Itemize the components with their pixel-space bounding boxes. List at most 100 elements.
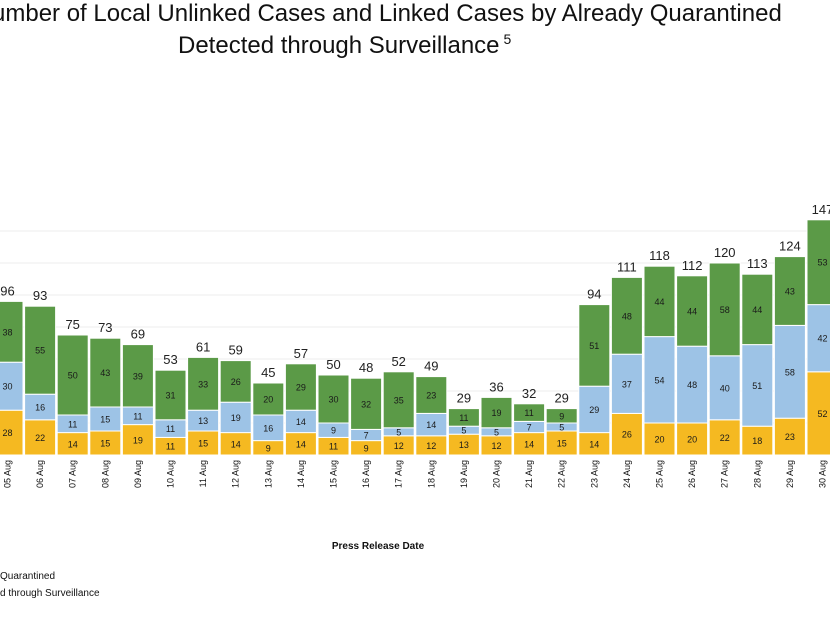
- bar-segment-surveillance: [643, 265, 676, 338]
- segment-value-label: 14: [231, 439, 241, 449]
- segment-value-label: 58: [785, 367, 795, 377]
- segment-value-label: 5: [494, 427, 499, 437]
- bar-total-label: 49: [424, 359, 438, 374]
- bar-total-label: 53: [163, 352, 177, 367]
- bar-total-label: 61: [196, 339, 210, 354]
- x-tick-label: 07 Aug: [68, 460, 78, 488]
- x-tick-label: 26 Aug: [687, 460, 697, 488]
- bar-segment-surveillance: [741, 273, 774, 346]
- bar-total-label: 52: [391, 354, 405, 369]
- segment-value-label: 12: [394, 441, 404, 451]
- segment-value-label: 20: [687, 435, 697, 445]
- bar-total-label: 120: [714, 245, 736, 260]
- segment-value-label: 5: [559, 423, 564, 433]
- x-tick-label: 20 Aug: [492, 460, 502, 488]
- segment-value-label: 14: [426, 420, 436, 430]
- segment-value-label: 43: [785, 287, 795, 297]
- segment-value-label: 15: [100, 439, 110, 449]
- x-tick-label: 12 Aug: [231, 460, 241, 488]
- bar-segment-linked: [252, 414, 285, 442]
- x-tick-label: 19 Aug: [459, 460, 469, 488]
- segment-value-label: 9: [559, 411, 564, 421]
- segment-value-label: 11: [68, 419, 77, 429]
- segment-value-label: 22: [720, 433, 730, 443]
- segment-value-label: 15: [557, 439, 567, 449]
- bar-segment-surveillance: [317, 374, 350, 424]
- bar-segment-surveillance: [24, 305, 57, 395]
- bar-segment-surveillance: [447, 408, 480, 427]
- bar-segment-quarantined: [643, 422, 676, 456]
- x-tick-label: 25 Aug: [655, 460, 665, 488]
- segment-value-label: 12: [491, 441, 501, 451]
- bar-segment-surveillance: [610, 276, 643, 355]
- bar-segment-quarantined: [24, 419, 57, 456]
- bar-segment-surveillance: [219, 360, 252, 403]
- x-tick-label: 11 Aug: [198, 460, 208, 487]
- segment-value-label: 19: [491, 408, 501, 418]
- x-tick-label: 28 Aug: [752, 460, 762, 488]
- x-tick-label: 16 Aug: [361, 460, 371, 488]
- segment-value-label: 28: [2, 428, 12, 438]
- x-tick-label: 30 Aug: [818, 460, 828, 488]
- segment-value-label: 31: [165, 391, 175, 401]
- segment-value-label: 37: [622, 379, 632, 389]
- bars: 2830389622165593141150751515437319113969…: [0, 202, 830, 456]
- segment-value-label: 7: [364, 431, 369, 441]
- bar-segment-surveillance: [89, 337, 122, 408]
- segment-value-label: 13: [198, 416, 208, 426]
- x-tick-label: 08 Aug: [100, 460, 110, 488]
- bar-segment-surveillance: [773, 256, 806, 326]
- segment-value-label: 42: [817, 334, 827, 344]
- bar-total-label: 69: [131, 327, 145, 342]
- bar-total-label: 57: [294, 346, 308, 361]
- bar-total-label: 147: [812, 202, 830, 217]
- legend-label-surveillance: d through Surveillance: [0, 588, 100, 599]
- segment-value-label: 13: [459, 440, 469, 450]
- segment-value-label: 9: [266, 443, 271, 453]
- bar-segment-linked: [676, 345, 709, 424]
- x-tick-label: 06 Aug: [35, 460, 45, 488]
- segment-value-label: 20: [654, 435, 664, 445]
- bar-segment-linked: [741, 344, 774, 427]
- segment-value-label: 11: [329, 442, 338, 452]
- segment-value-label: 9: [364, 443, 369, 453]
- segment-value-label: 11: [524, 408, 533, 418]
- segment-value-label: 48: [687, 380, 697, 390]
- segment-value-label: 51: [589, 341, 599, 351]
- bar-segment-surveillance: [284, 363, 317, 411]
- segment-value-label: 11: [166, 424, 175, 434]
- segment-value-label: 14: [68, 439, 78, 449]
- bar-segment-surveillance: [382, 371, 415, 429]
- bar-segment-quarantined: [121, 424, 154, 456]
- bar-segment-linked: [643, 336, 676, 424]
- segment-value-label: 9: [331, 426, 336, 436]
- bar-total-label: 124: [779, 239, 801, 254]
- segment-value-label: 26: [622, 430, 632, 440]
- segment-value-label: 5: [461, 426, 466, 436]
- bar-segment-surveillance: [0, 300, 24, 363]
- segment-value-label: 35: [394, 395, 404, 405]
- x-tick-label: 09 Aug: [133, 460, 143, 488]
- x-tick-label: 15 Aug: [329, 460, 339, 488]
- chart-title-line2: Detected through Surveillance 5: [178, 31, 830, 60]
- segment-value-label: 22: [35, 433, 45, 443]
- bar-segment-surveillance: [545, 408, 578, 424]
- segment-value-label: 15: [100, 415, 110, 425]
- bar-total-label: 112: [682, 258, 703, 273]
- segment-value-label: 55: [35, 346, 45, 356]
- x-axis-label: Press Release Date: [332, 541, 425, 552]
- bar-total-label: 94: [587, 287, 601, 302]
- chart-title-superscript: 5: [503, 31, 512, 47]
- x-tick-label: 05 Aug: [3, 460, 13, 488]
- bar-segment-quarantined: [89, 430, 122, 456]
- bar-segment-surveillance: [480, 396, 513, 429]
- segment-value-label: 43: [100, 368, 110, 378]
- segment-value-label: 19: [133, 435, 143, 445]
- bar-segment-quarantined: [610, 412, 643, 456]
- bar-segment-linked: [578, 385, 611, 434]
- segment-value-label: 26: [231, 377, 241, 387]
- segment-value-label: 30: [328, 395, 338, 405]
- segment-value-label: 14: [296, 439, 306, 449]
- bar-total-label: 113: [747, 256, 768, 271]
- x-tick-label: 14 Aug: [296, 460, 306, 488]
